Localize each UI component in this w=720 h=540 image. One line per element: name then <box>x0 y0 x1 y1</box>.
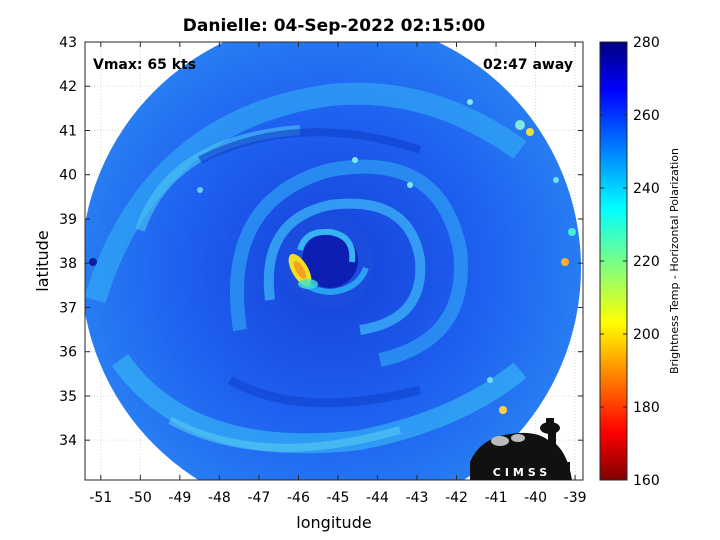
y-tick-label: 35 <box>59 389 77 405</box>
y-tick-label: 34 <box>59 433 77 449</box>
x-tick-label: -39 <box>564 490 587 506</box>
y-tick-label: 42 <box>59 79 77 95</box>
time-away-annotation: 02:47 away <box>483 57 573 73</box>
colorbar-tick-label: 180 <box>633 400 660 416</box>
x-tick-label: -40 <box>524 490 547 506</box>
microwave-swath <box>85 42 581 480</box>
y-tick-label: 38 <box>59 256 77 272</box>
x-tick-label: -41 <box>485 490 508 506</box>
x-tick-label: -42 <box>445 490 468 506</box>
x-tick-label: -44 <box>366 490 389 506</box>
y-ticks: 34 35 36 37 38 39 40 41 42 43 <box>59 35 583 449</box>
x-tick-label: -50 <box>129 490 152 506</box>
cimss-logo: CIMSS <box>470 418 572 480</box>
colorbar-tick-label: 280 <box>633 35 660 51</box>
colorbar-tick-label: 240 <box>633 181 660 197</box>
x-tick-label: -51 <box>89 490 112 506</box>
x-ticks: -51 -50 -49 -48 -47 -46 -45 -44 -43 -42 -41 -40 -39 <box>89 42 587 506</box>
x-tick-label: -46 <box>287 490 310 506</box>
vmax-annotation: Vmax: 65 kts <box>93 57 196 73</box>
x-tick-label: -43 <box>406 490 429 506</box>
y-tick-label: 39 <box>59 212 77 228</box>
colorbar-tick-label: 160 <box>633 473 660 489</box>
colorbar <box>599 41 628 481</box>
x-tick-label: -45 <box>327 490 350 506</box>
cimss-logo-text: CIMSS <box>493 466 551 479</box>
x-tick-label: -49 <box>168 490 191 506</box>
x-tick-label: -48 <box>208 490 231 506</box>
x-axis-label: longitude <box>296 513 371 532</box>
y-tick-label: 36 <box>59 345 77 361</box>
chart-title: Danielle: 04-Sep-2022 02:15:00 <box>183 16 486 36</box>
y-tick-label: 41 <box>59 123 77 139</box>
y-tick-label: 43 <box>59 35 77 51</box>
y-tick-label: 40 <box>59 168 77 184</box>
colorbar-label: Brightness Temp - Horizontal Polarizatio… <box>668 148 681 374</box>
colorbar-tick-label: 220 <box>633 254 660 270</box>
y-axis-label: latitude <box>33 230 52 291</box>
colorbar-tick-label: 260 <box>633 108 660 124</box>
colorbar-tick-label: 200 <box>633 327 660 343</box>
colorbar-ticks: 160 180 200 220 240 260 280 <box>600 35 660 489</box>
plot-frame <box>84 41 584 481</box>
x-tick-label: -47 <box>247 490 270 506</box>
y-tick-label: 37 <box>59 300 77 316</box>
